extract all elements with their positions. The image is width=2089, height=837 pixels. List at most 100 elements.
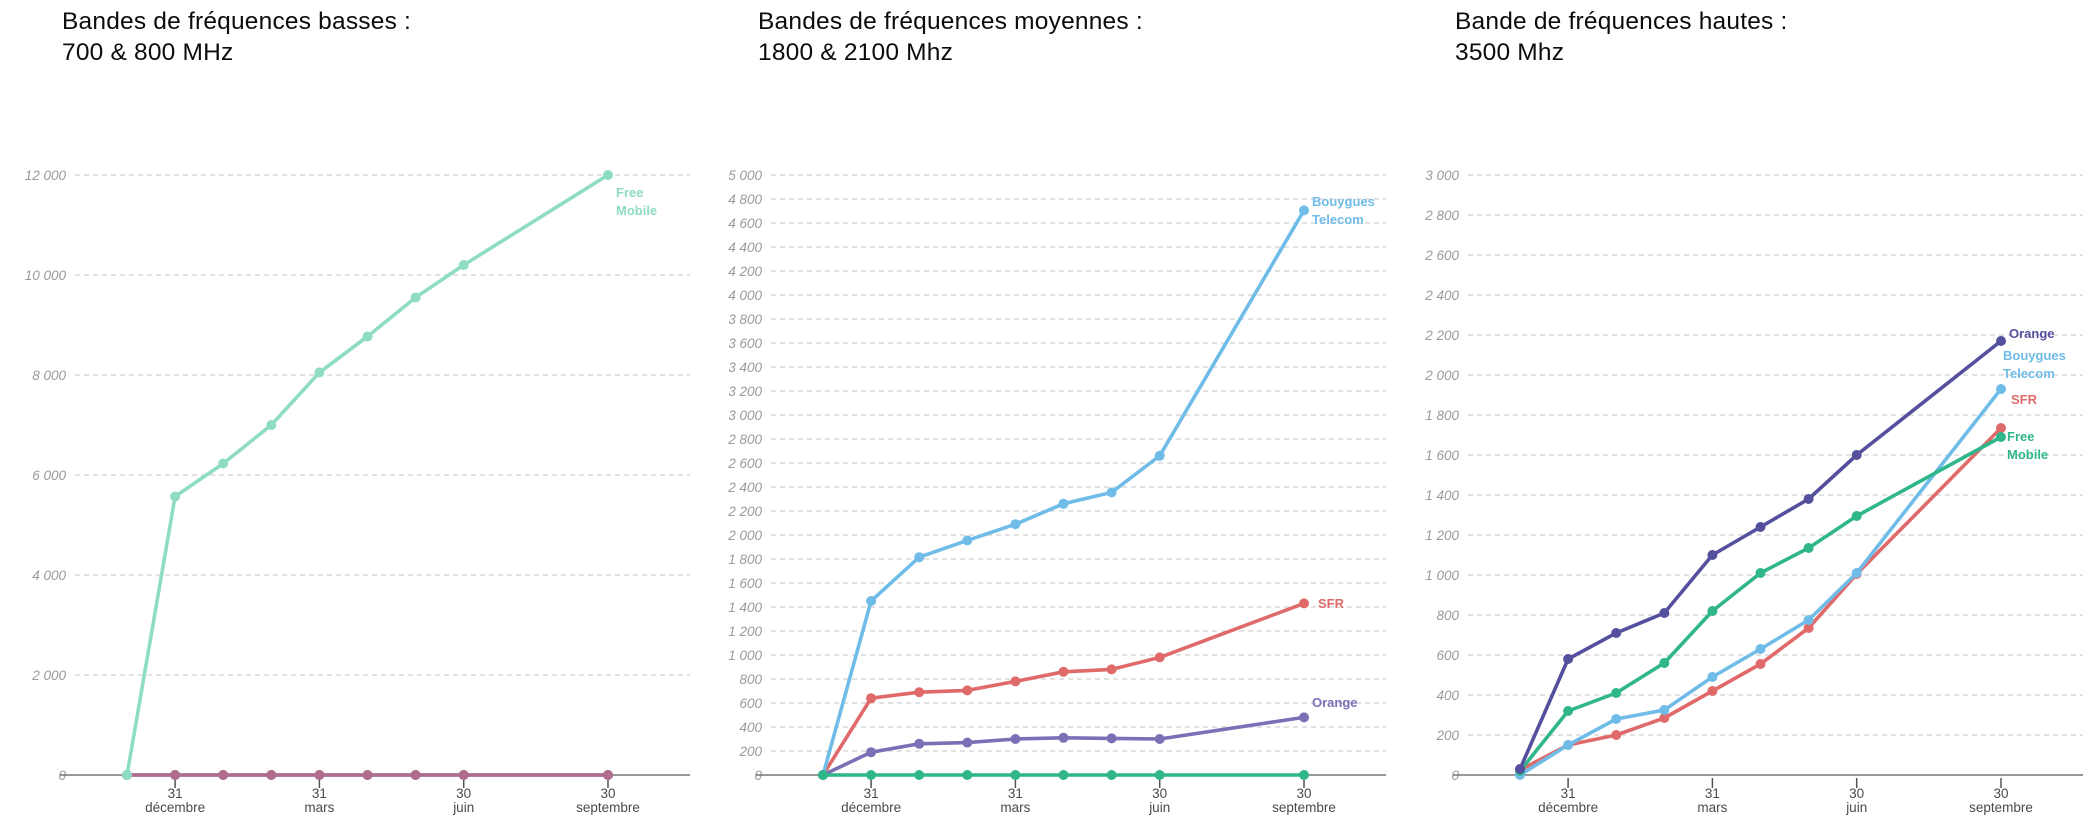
chart-title-line1: Bandes de fréquences basses : [62, 8, 412, 35]
y-axis-label: 3 400 [728, 360, 762, 375]
y-axis-label: 600 [1436, 648, 1459, 663]
data-point-free-mobile [1611, 688, 1622, 698]
data-point-orange [1707, 550, 1718, 560]
x-axis-label-day: 31 [1561, 786, 1576, 801]
data-point-free-mobile [1106, 770, 1117, 780]
x-axis-label-day: 31 [168, 786, 183, 801]
series-line-orange [821, 715, 1306, 777]
y-axis-label: 1 200 [728, 624, 762, 639]
x-axis-label-day: 31 [1705, 786, 1720, 801]
chart-title: Bandes de fréquences basses : 700 & 800 M… [62, 6, 411, 68]
y-axis-label: 2 000 [727, 528, 762, 543]
data-point-free-mobile [362, 331, 373, 342]
chart-title-line2: 1800 & 2100 Mhz [758, 39, 954, 66]
y-axis-label: 3 800 [728, 312, 762, 327]
data-point-free-mobile [1851, 511, 1862, 521]
y-axis-label: 5 000 [728, 168, 762, 183]
data-point-free-mobile [1803, 543, 1814, 553]
x-axis-label-day: 30 [600, 786, 615, 801]
data-point-bouygues-telecom [866, 596, 877, 606]
y-axis-label: 800 [739, 672, 762, 687]
chart-title-line2: 700 & 800 MHz [62, 39, 234, 66]
data-point-bouygues-telecom [1058, 498, 1069, 509]
x-axis-label-month: septembre [1969, 800, 2033, 815]
series-label-orange: Orange [1312, 695, 1358, 710]
chart-mid-bands: Bandes de fréquences moyennes : 1800 & 21… [696, 0, 1392, 832]
y-axis-label: 1 400 [1425, 488, 1459, 503]
y-axis-label: 2 600 [727, 456, 762, 471]
data-point-free-mobile [1058, 770, 1069, 780]
data-point-sfr [962, 685, 973, 696]
data-point-orange [1106, 733, 1117, 744]
data-point-orange [1659, 608, 1670, 618]
data-point-sfr [362, 770, 373, 780]
y-axis-label: 1 600 [1425, 448, 1459, 463]
data-point-bouygues-telecom [1299, 205, 1309, 216]
data-point-sfr [170, 770, 181, 780]
x-axis-label-day: 31 [1008, 786, 1023, 801]
y-axis-label: 4 200 [728, 264, 762, 279]
series-line-free-mobile [1518, 435, 2003, 773]
data-point-orange [962, 737, 973, 748]
data-point-sfr [1058, 666, 1069, 677]
data-point-free-mobile [603, 170, 613, 180]
y-axis-label: 600 [739, 696, 762, 711]
data-point-orange [1563, 654, 1574, 664]
series-label-bouygues-telecom: Bouygues Telecom [1312, 194, 1375, 227]
y-axis-label: 400 [739, 720, 762, 735]
x-axis-label-day: 31 [312, 786, 327, 801]
y-axis-label: 4 000 [728, 288, 762, 303]
chart-title: Bande de fréquences hautes : 3500 Mhz [1455, 6, 1788, 68]
y-axis-label: 2 000 [1424, 368, 1459, 383]
data-point-orange [1058, 732, 1069, 743]
y-axis-label: 3 000 [728, 408, 762, 423]
y-axis-label: 3 200 [728, 384, 762, 399]
chart-low-bands: Bandes de fréquences basses : 700 & 800 M… [0, 0, 696, 832]
data-point-orange [1299, 712, 1309, 723]
data-point-sfr [1755, 659, 1766, 669]
x-axis-label-month: mars [1000, 800, 1030, 815]
y-axis-label: 2 800 [727, 432, 762, 447]
data-point-bouygues-telecom [1851, 568, 1862, 578]
y-axis-label: 1 400 [728, 600, 762, 615]
data-point-free-mobile [1010, 770, 1021, 780]
data-point-bouygues-telecom [1803, 615, 1814, 625]
series-label-sfr: SFR [2011, 392, 2038, 407]
data-point-bouygues-telecom [1154, 450, 1165, 461]
data-point-free-mobile [818, 770, 828, 780]
data-point-sfr [458, 770, 469, 780]
y-axis-label: 4 600 [728, 216, 762, 231]
data-point-sfr [314, 770, 325, 780]
y-axis-label: 12 000 [25, 168, 67, 183]
data-point-sfr [1611, 730, 1622, 740]
x-axis-label-month: décembre [841, 800, 901, 815]
data-point-free-mobile [1707, 606, 1718, 616]
x-axis-label-month: décembre [145, 800, 205, 815]
y-axis-label: 2 200 [727, 504, 762, 519]
line-chart-svg: 200 400 600 800 1 000 1 200 1 400 1 600 1 800 2 0… [1424, 168, 2083, 815]
data-point-free-mobile [914, 770, 925, 780]
x-axis-label-day: 31 [864, 786, 879, 801]
y-axis-label: 1 000 [728, 648, 762, 663]
chart-canvas-high-bands: 200 400 600 800 1 000 1 200 1 400 1 600 1 800 2 0… [1393, 0, 2089, 832]
y-axis-label: 2 800 [1424, 208, 1459, 223]
y-axis-label: 1 000 [1425, 568, 1459, 583]
data-point-sfr [1996, 423, 2006, 433]
x-axis-label-month: décembre [1538, 800, 1598, 815]
chart-title-line2: 3500 Mhz [1455, 39, 1565, 66]
data-point-free-mobile [314, 367, 325, 378]
data-point-bouygues-telecom [914, 552, 925, 563]
y-axis-label: 6 000 [32, 468, 66, 483]
y-axis-label: 400 [1436, 688, 1459, 703]
x-axis-label-month: mars [304, 800, 334, 815]
data-point-free-mobile [458, 260, 469, 270]
data-point-sfr [1010, 676, 1021, 687]
series-free-mobile [122, 170, 613, 780]
data-point-free-mobile [170, 491, 181, 502]
y-axis-label: 3 600 [728, 336, 762, 351]
data-point-orange [1611, 628, 1622, 638]
line-chart-svg: 200 400 600 800 1 000 1 200 1 400 1 600 1 800 2 0… [727, 168, 1386, 815]
data-point-orange [1154, 734, 1165, 744]
